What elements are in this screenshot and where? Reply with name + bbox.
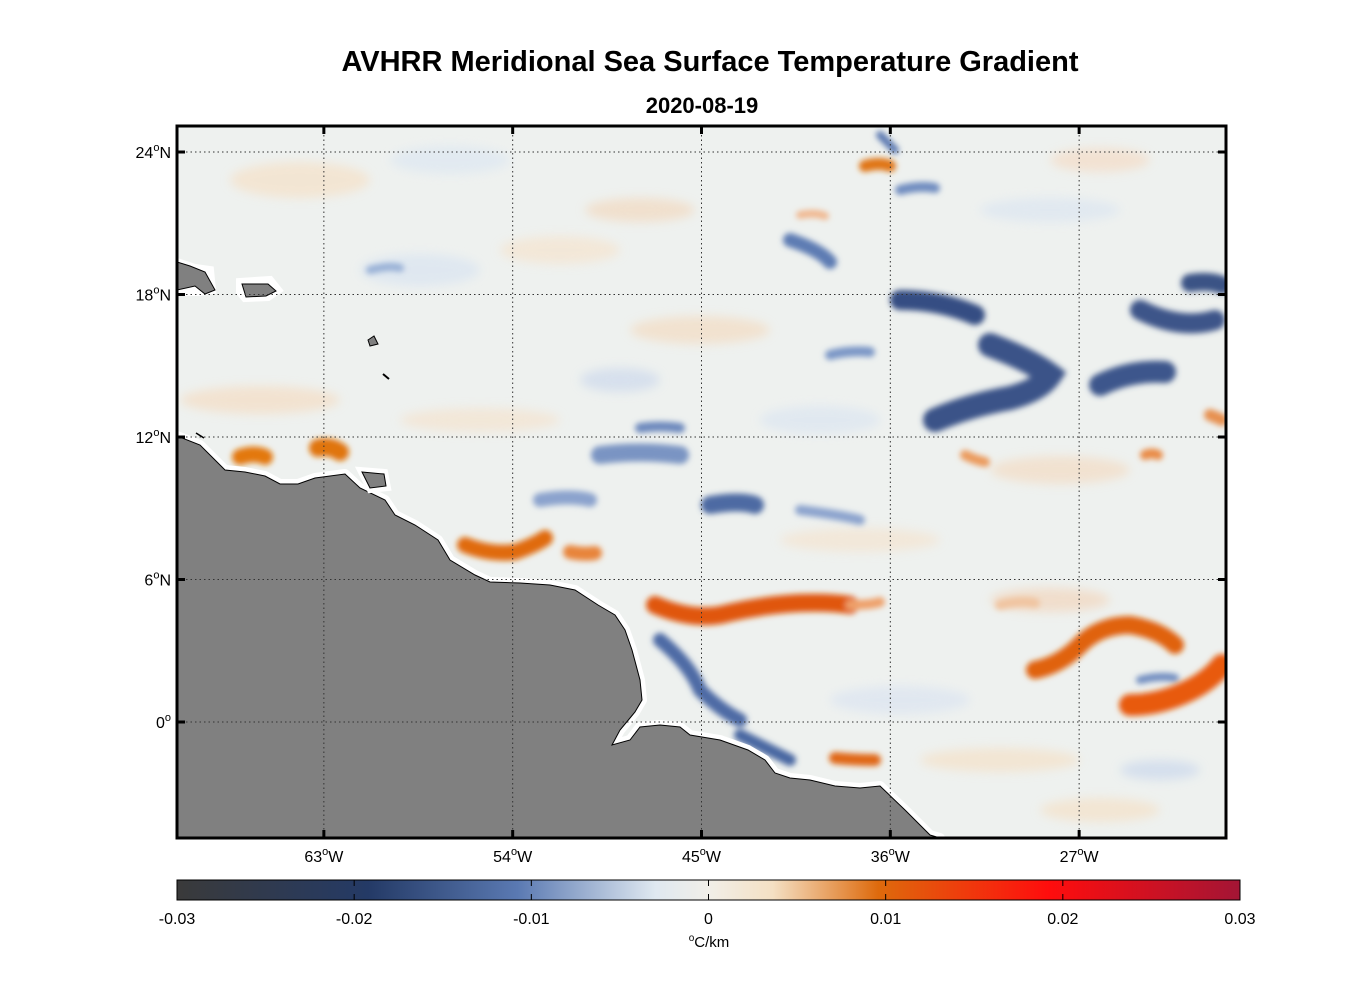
axis-ticks (177, 126, 1226, 838)
graticule (177, 126, 1226, 838)
y-tick-label: 12oN (136, 427, 171, 447)
units-text: C/km (694, 934, 730, 951)
y-tick-label: 6oN (144, 570, 171, 590)
guadeloupe-island (367, 335, 379, 347)
sst-gradient-field (177, 126, 1226, 838)
colorbar-tick-label: 0.03 (1224, 911, 1255, 928)
hispaniola-island (177, 261, 216, 295)
colorbar-tick-label: 0.01 (870, 911, 901, 928)
chart-subtitle: 2020-08-19 (645, 93, 759, 118)
y-tick-label: 0o (156, 712, 171, 732)
y-tick-label: 18oN (136, 285, 171, 305)
x-axis-labels: 63oW 54oW 45oW 36oW 27oW (304, 846, 1099, 866)
martinique-island (382, 373, 390, 380)
x-tick-label: 63oW (304, 846, 344, 866)
x-tick-label: 36oW (871, 846, 911, 866)
trinidad-island (361, 471, 387, 489)
y-axis-labels: 24oN 18oN 12oN 6oN 0o (136, 142, 171, 732)
x-tick-label: 45oW (682, 846, 722, 866)
colorbar-tick-label: -0.03 (159, 911, 196, 928)
colorbar-ticks: -0.03 -0.02 -0.01 0 0.01 0.02 0.03 (159, 880, 1256, 928)
colorbar-tick-label: 0.02 (1047, 911, 1078, 928)
x-tick-label: 54oW (493, 846, 533, 866)
south-america-landmass (177, 435, 941, 838)
colorbar-tick-label: -0.02 (336, 911, 373, 928)
grenada-island (195, 432, 205, 439)
x-tick-label: 27oW (1060, 846, 1100, 866)
colorbar-tick-label: 0 (704, 911, 713, 928)
colorbar-units-label: oC/km (0, 933, 1356, 951)
chart-title: AVHRR Meridional Sea Surface Temperature… (341, 46, 1079, 78)
colorbar-tick-label: -0.01 (513, 911, 550, 928)
degree-mark: o (688, 933, 695, 944)
y-tick-label: 24oN (136, 142, 171, 162)
